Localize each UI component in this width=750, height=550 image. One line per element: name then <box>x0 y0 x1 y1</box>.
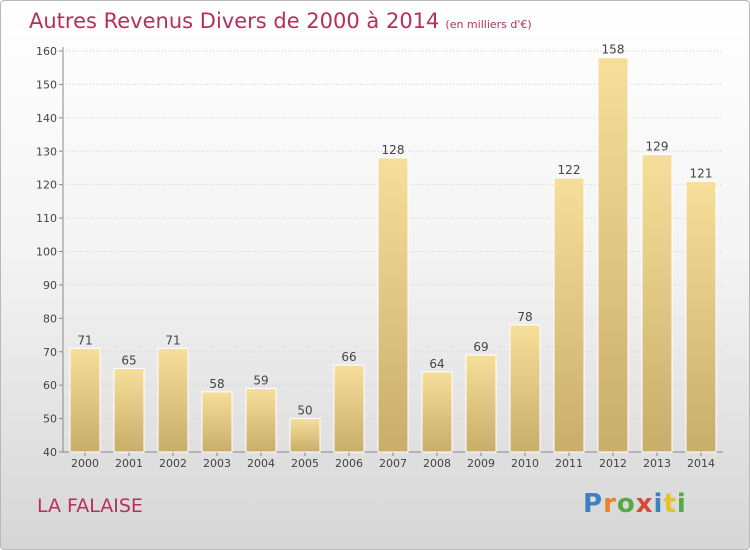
proxiti-logo: Proxiti <box>583 489 687 519</box>
y-tick-label: 130 <box>36 145 57 158</box>
chart-subtitle: (en milliers d'€) <box>445 18 532 31</box>
bar <box>377 157 409 453</box>
bar <box>201 391 233 453</box>
x-tick-label: 2001 <box>115 457 143 470</box>
y-tick-label: 90 <box>43 279 57 292</box>
y-tick-label: 160 <box>36 45 57 58</box>
bar <box>509 324 541 453</box>
x-tick-label: 2003 <box>203 457 231 470</box>
y-tick-label: 150 <box>36 78 57 91</box>
chart-title: Autres Revenus Divers de 2000 à 2014 (en … <box>29 9 532 33</box>
bar <box>333 364 365 453</box>
data-label: 59 <box>253 374 268 388</box>
y-tick-label: 40 <box>43 446 57 459</box>
x-tick-label: 2013 <box>643 457 671 470</box>
x-tick-label: 2006 <box>335 457 363 470</box>
x-tick-label: 2005 <box>291 457 319 470</box>
data-label: 122 <box>558 163 581 177</box>
y-tick-label: 70 <box>43 346 57 359</box>
data-label: 58 <box>209 377 224 391</box>
data-label: 158 <box>602 43 625 57</box>
x-tick-label: 2007 <box>379 457 407 470</box>
bar <box>157 347 189 453</box>
x-tick-label: 2004 <box>247 457 275 470</box>
data-label: 71 <box>77 333 92 347</box>
data-label: 129 <box>646 140 669 154</box>
data-label: 50 <box>297 404 312 418</box>
data-label: 64 <box>429 357 444 371</box>
bar <box>69 347 101 453</box>
data-label: 78 <box>517 310 532 324</box>
x-tick-label: 2014 <box>687 457 715 470</box>
x-tick-label: 2009 <box>467 457 495 470</box>
data-label: 128 <box>382 143 405 157</box>
y-tick-label: 140 <box>36 112 57 125</box>
bar <box>289 418 321 453</box>
x-tick-label: 2010 <box>511 457 539 470</box>
bar <box>597 57 629 453</box>
bar <box>465 354 497 453</box>
data-label: 121 <box>690 166 713 180</box>
x-tick-label: 2011 <box>555 457 583 470</box>
y-tick-label: 60 <box>43 379 57 392</box>
title-text: Autres Revenus Divers de 2000 à 2014 <box>29 9 440 33</box>
bar <box>113 367 145 453</box>
location-label: LA FALAISE <box>37 495 143 517</box>
x-tick-label: 2012 <box>599 457 627 470</box>
x-tick-label: 2000 <box>71 457 99 470</box>
bar <box>685 180 717 453</box>
data-label: 65 <box>121 353 136 367</box>
y-tick-label: 120 <box>36 179 57 192</box>
data-label: 69 <box>473 340 488 354</box>
bar <box>641 154 673 453</box>
bar <box>553 177 585 453</box>
bar <box>245 388 277 453</box>
x-tick-label: 2008 <box>423 457 451 470</box>
data-label: 71 <box>165 333 180 347</box>
x-tick-label: 2002 <box>159 457 187 470</box>
y-tick-label: 80 <box>43 312 57 325</box>
y-tick-label: 110 <box>36 212 57 225</box>
y-tick-label: 50 <box>43 413 57 426</box>
data-label: 66 <box>341 350 356 364</box>
y-tick-label: 100 <box>36 246 57 259</box>
bar <box>421 371 453 453</box>
